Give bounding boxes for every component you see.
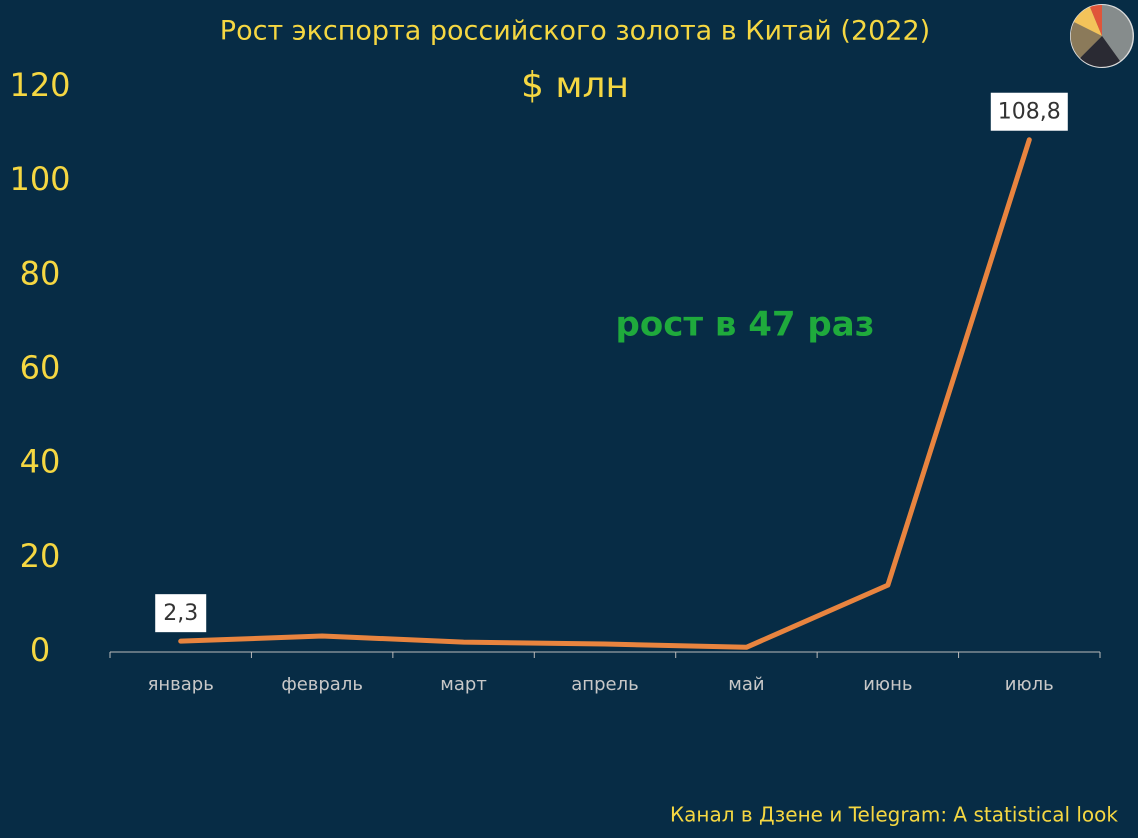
x-tick-label: июль [1005,674,1054,695]
y-tick-label: 100 [9,160,70,198]
line [178,137,1032,650]
y-tick-label: 80 [20,254,61,292]
value-label: 108,8 [998,100,1061,125]
source: Канал в Дзене и Telegram: A statistical … [670,803,1118,827]
x-tick-label: февраль [281,674,363,695]
logo [1070,4,1134,68]
value-label-box [155,594,207,633]
chart-subtitle: $ млн [521,65,629,106]
chart-title: Рост экспорта российского золота в Китай… [220,16,930,47]
x-tick-label: май [728,674,764,695]
y-tick-label: 60 [20,349,61,387]
x-tick-label: март [440,674,487,695]
value-label: 2,3 [163,601,198,626]
x-tick-label: январь [148,674,214,695]
y-tick-label: 20 [20,537,61,575]
annotation: рост в 47 раз [616,305,875,345]
y-tick-label: 120 [9,66,70,104]
y-tick-label: 40 [20,443,61,481]
x-tick-label: апрель [571,674,638,695]
y-tick-label: 0 [30,631,50,669]
x-tick-label: июнь [863,674,912,695]
value-label-box [990,92,1068,131]
